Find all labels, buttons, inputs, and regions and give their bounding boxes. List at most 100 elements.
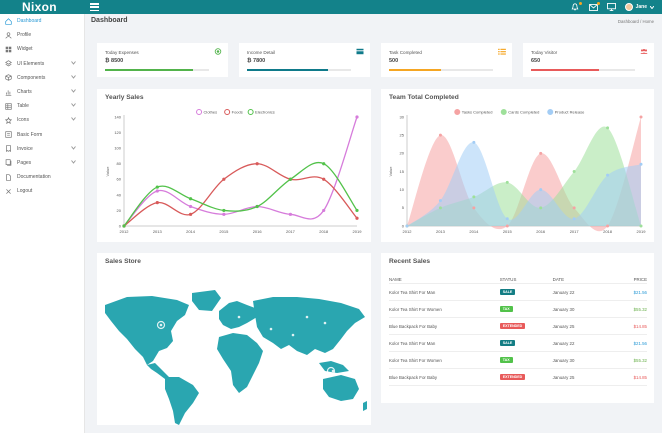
sidebar-item-widget[interactable]: Widget	[0, 42, 84, 56]
team-completed-chart[interactable]: Value 0 5 10 15 20 25 30 2012 2013 2014 2015 2016 201…	[381, 89, 654, 242]
data-point[interactable]	[472, 140, 476, 144]
sidebar-item-invoice[interactable]: Invoice	[0, 142, 84, 156]
sidebar-item-dashboard[interactable]: Dashboard	[0, 14, 84, 28]
status-badge: TAX	[499, 357, 513, 363]
data-point[interactable]	[188, 212, 193, 216]
data-point[interactable]	[539, 151, 543, 155]
sidebar-item-documentation[interactable]: Documentation	[0, 170, 84, 184]
mail-icon[interactable]	[588, 1, 600, 12]
user-name: Jane	[635, 4, 647, 10]
data-point[interactable]	[505, 180, 509, 184]
legend-marker[interactable]	[247, 109, 254, 115]
sidebar-item-logout[interactable]: Logout	[0, 184, 84, 198]
data-point[interactable]	[255, 162, 259, 166]
sidebar-item-profile[interactable]: Profile	[0, 28, 84, 42]
legend-label[interactable]: Tasks Completed	[462, 110, 493, 115]
sidebar-item-pages[interactable]: Pages	[0, 156, 84, 170]
legend-marker[interactable]	[196, 109, 203, 115]
data-point[interactable]	[355, 216, 359, 220]
legend-marker[interactable]	[454, 109, 461, 115]
list-icon	[498, 48, 506, 55]
data-point[interactable]	[155, 189, 159, 193]
legend-marker[interactable]	[224, 109, 231, 115]
line-series-electronics[interactable]	[123, 161, 358, 227]
data-point[interactable]	[322, 177, 326, 181]
table-row[interactable]: Kolor Tea Shirt For Women TAX January 30 $5…	[389, 301, 647, 318]
data-point[interactable]	[505, 224, 509, 228]
user-menu[interactable]: Jane	[624, 3, 654, 11]
data-point[interactable]	[222, 208, 226, 213]
column-header[interactable]: DATE	[552, 276, 565, 282]
x-tick-label: 2012	[120, 229, 130, 234]
area-series-product-release[interactable]	[407, 142, 641, 226]
sidebar-item-icons[interactable]: Icons	[0, 113, 84, 127]
legend-label[interactable]: Electronics	[255, 110, 275, 115]
legend-label[interactable]: Product Release	[555, 110, 585, 115]
data-point[interactable]	[539, 206, 543, 210]
data-point[interactable]	[122, 224, 126, 228]
legend-marker[interactable]	[547, 109, 554, 115]
line-series-clothes[interactable]	[123, 116, 358, 227]
data-point[interactable]	[355, 115, 359, 119]
data-point[interactable]	[322, 162, 326, 166]
data-point[interactable]	[572, 170, 576, 173]
breadcrumb[interactable]: Dashboard / Home	[617, 19, 654, 24]
app-logo[interactable]: Nixon	[22, 0, 57, 14]
data-point[interactable]	[639, 115, 643, 119]
legend-marker[interactable]	[500, 109, 507, 115]
table-row[interactable]: Kolor Tea Shirt For Man SALE January 22 $21…	[389, 284, 647, 301]
data-point[interactable]	[438, 206, 442, 210]
data-point[interactable]	[606, 173, 610, 177]
data-point[interactable]	[255, 204, 259, 209]
legend-label[interactable]: Foods	[232, 110, 243, 115]
sale-date: January 30	[552, 357, 575, 363]
table-row[interactable]: Kolor Tea Shirt For Man SALE January 22 $21…	[389, 335, 647, 352]
data-point[interactable]	[505, 217, 509, 221]
data-point[interactable]	[639, 224, 643, 228]
data-point[interactable]	[639, 162, 643, 166]
sidebar-item-basic-form[interactable]: Basic Form	[0, 128, 84, 142]
column-header[interactable]: STATUS	[499, 276, 517, 282]
column-header[interactable]: PRICE	[633, 276, 647, 282]
bell-icon[interactable]	[571, 1, 582, 12]
target-icon	[214, 48, 222, 55]
chevron-down-icon	[71, 103, 77, 109]
line-series-foods[interactable]	[123, 163, 358, 227]
data-point[interactable]	[472, 195, 476, 199]
data-point[interactable]	[606, 224, 610, 228]
data-point[interactable]	[222, 212, 226, 216]
data-point[interactable]	[572, 206, 576, 210]
data-point[interactable]	[188, 204, 193, 209]
sidebar-item-charts[interactable]: Charts	[0, 85, 84, 99]
data-point[interactable]	[405, 224, 409, 228]
data-point[interactable]	[572, 217, 576, 221]
data-point[interactable]	[188, 197, 193, 201]
table-row[interactable]: Blue Backpack For Baby EXTENDED January 25…	[389, 318, 647, 335]
data-point[interactable]	[322, 208, 326, 213]
data-point[interactable]	[288, 212, 293, 216]
legend-label[interactable]: Cards Completed	[508, 110, 539, 115]
column-header[interactable]: NAME	[389, 276, 402, 282]
yearly-sales-chart[interactable]: Value 0 20 40 60 80 100 120 140 2012 2013 2014 2015 2…	[97, 89, 371, 242]
data-point[interactable]	[222, 177, 226, 181]
sidebar-item-ui-elements[interactable]: UI Elements	[0, 57, 84, 71]
monitor-icon[interactable]	[606, 3, 616, 12]
data-point[interactable]	[288, 177, 293, 181]
world-map[interactable]	[97, 253, 371, 425]
sidebar-item-table[interactable]: Table	[0, 99, 84, 113]
data-point[interactable]	[438, 133, 442, 137]
panel-title: Recent Sales	[389, 258, 431, 265]
legend-label[interactable]: Clothes	[204, 110, 218, 115]
map-markers[interactable]	[156, 315, 336, 376]
table-row[interactable]: Kolor Tea Shirt For Women TAX January 30 $5…	[389, 352, 647, 369]
data-point[interactable]	[155, 201, 159, 205]
data-point[interactable]	[438, 199, 442, 203]
sidebar-item-components[interactable]: Components	[0, 71, 84, 85]
data-point[interactable]	[539, 188, 543, 192]
data-point[interactable]	[355, 208, 359, 213]
table-row[interactable]: Blue Backpack For Baby EXTENDED January 25…	[389, 369, 647, 386]
data-point[interactable]	[606, 126, 610, 130]
data-point[interactable]	[155, 185, 159, 189]
data-point[interactable]	[472, 206, 476, 210]
menu-toggle-icon[interactable]	[90, 3, 99, 11]
